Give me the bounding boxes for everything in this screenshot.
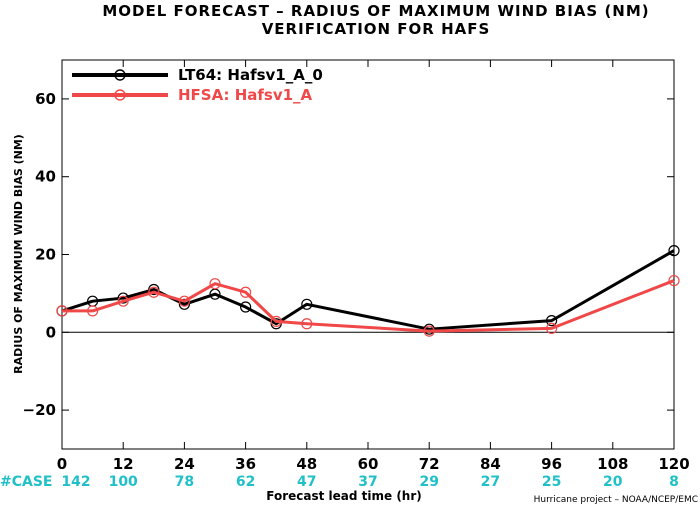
series-2-point [209,278,221,290]
series-2-point [86,305,99,317]
case-count: 25 [542,474,561,490]
series-2-point [148,286,160,298]
series-1-point [117,292,129,304]
series-1-point [178,298,190,310]
series-2-point [301,318,313,330]
series-2-point [240,286,252,298]
case-count: 29 [419,474,438,490]
case-count: 20 [603,474,623,490]
series-2-point [117,295,129,307]
x-tick-label: 72 [419,455,440,473]
x-axis-label: Forecast lead time (hr) [266,489,422,503]
case-count: 37 [358,474,377,490]
series-2-point [56,305,68,317]
legend-marker-2 [114,89,126,101]
case-row: #CASE 142 100 78 62 47 37 29 27 25 20 8 [0,474,679,490]
y-tick-label: 60 [35,90,56,108]
case-count: 100 [109,474,138,490]
y-axis: −20 0 20 40 60 [23,90,674,419]
x-tick-label: 48 [296,455,317,473]
x-tick-label: 108 [597,455,628,473]
case-label: #CASE [0,474,53,490]
series-1-point [148,283,160,296]
legend-label-1: LT64: Hafsv1_A_0 [178,66,323,84]
case-count: 47 [297,474,316,490]
y-tick-label: −20 [23,401,56,419]
y-tick-label: 0 [46,323,56,341]
legend-marker-1 [114,69,126,81]
y-axis-label: RADIUS OF MAXIMUM WIND BIAS (NM) [12,134,25,374]
credit-text: Hurricane project – NOAA/NCEP/EMC [534,495,698,505]
series-1-point [668,245,680,257]
x-tick-label: 120 [658,455,689,473]
series-2-point [178,295,190,307]
case-count: 78 [175,474,194,490]
series-2-point [270,315,282,328]
series-1-point [240,301,252,313]
series-layer [56,245,680,337]
series-2-point [668,274,680,287]
series-2-point [545,322,558,335]
case-count: 62 [236,474,255,490]
chart-title-line1: MODEL FORECAST – RADIUS OF MAXIMUM WIND … [102,2,649,20]
case-count: 27 [481,474,500,490]
legend-label-2: HFSA: Hafsv1_A [178,86,313,104]
plot-frame [61,59,675,450]
case-count: 142 [61,474,90,490]
chart-title-line2: VERIFICATION FOR HAFS [262,20,491,38]
series-2-point [423,325,435,337]
y-tick-label: 40 [35,168,56,186]
legend: LT64: Hafsv1_A_0 HFSA: Hafsv1_A [72,66,323,104]
series-1-point [545,315,558,327]
x-axis: 0 12 24 36 48 60 72 84 96 108 120 [57,60,690,473]
x-tick-label: 0 [57,455,67,473]
x-tick-label: 96 [541,455,562,473]
x-tick-label: 60 [358,455,379,473]
x-tick-label: 12 [113,455,134,473]
case-count: 8 [669,474,679,490]
series-1-point [301,298,313,310]
y-tick-label: 20 [35,246,56,264]
x-tick-label: 36 [235,455,256,473]
x-tick-label: 24 [174,455,195,473]
x-tick-label: 84 [480,455,501,473]
